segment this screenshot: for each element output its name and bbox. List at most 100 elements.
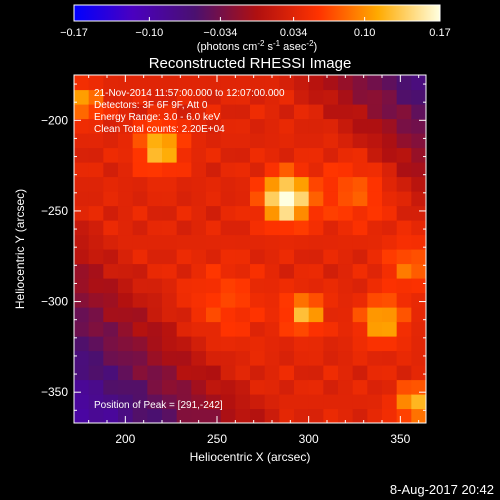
heatmap-cell [411, 234, 426, 250]
heatmap-cell [338, 321, 354, 337]
heatmap-cell [191, 350, 207, 366]
heatmap-cell [118, 408, 134, 423]
heatmap-cell [88, 220, 104, 236]
heatmap-cell [323, 220, 339, 236]
heatmap-cell [176, 75, 192, 91]
heatmap-cell [191, 133, 207, 149]
heatmap-cell [103, 263, 119, 279]
heatmap-cell [88, 89, 104, 105]
heatmap-cell [367, 104, 383, 120]
heatmap-cell [352, 278, 368, 294]
heatmap-cell [235, 263, 251, 279]
heatmap-cell [118, 379, 134, 395]
heatmap-cell [382, 321, 398, 337]
heatmap-cell [88, 278, 104, 294]
heatmap-cell [162, 292, 178, 308]
heatmap-cell [411, 263, 426, 279]
heatmap-cell [191, 292, 207, 308]
heatmap-cell [176, 191, 192, 207]
heatmap-cell [323, 408, 339, 423]
heatmap-cell [352, 234, 368, 250]
heatmap-cell [250, 379, 266, 395]
heatmap-cell [235, 307, 251, 323]
heatmap-cell [308, 408, 324, 423]
heatmap-cell [323, 307, 339, 323]
heatmap-cell [103, 75, 119, 91]
heatmap-cell [382, 162, 398, 178]
heatmap-cell [396, 278, 412, 294]
heatmap-cell [162, 408, 178, 423]
heatmap-cell [220, 118, 236, 134]
heatmap-cell [176, 220, 192, 236]
heatmap-cell [323, 234, 339, 250]
heatmap-cell [294, 104, 310, 120]
colorbar-tick-label: 0.10 [354, 27, 375, 39]
heatmap-cell [220, 278, 236, 294]
heatmap-cell [264, 292, 280, 308]
heatmap-cell [235, 205, 251, 221]
heatmap-cell [176, 133, 192, 149]
heatmap-cell [367, 133, 383, 149]
heatmap-cell [235, 147, 251, 163]
heatmap-cell [220, 379, 236, 395]
heatmap-cell [118, 365, 134, 381]
heatmap-cell [367, 307, 383, 323]
heatmap-cell [103, 104, 119, 120]
heatmap-cell [264, 191, 280, 207]
heatmap-cell [191, 176, 207, 192]
heatmap-cell [338, 379, 354, 395]
heatmap-cell [367, 394, 383, 410]
annotation-block: 21-Nov-2014 11:57:00.000 to 12:07:00.000… [94, 88, 285, 135]
heatmap-cell [279, 336, 295, 352]
heatmap-cell [132, 307, 148, 323]
heatmap-cell [352, 104, 368, 120]
heatmap-cell [411, 176, 426, 192]
heatmap-cell [382, 89, 398, 105]
heatmap-cell [279, 292, 295, 308]
x-tick-label: 300 [299, 432, 319, 446]
heatmap-cell [294, 205, 310, 221]
y-axis-ticks [74, 83, 426, 411]
heatmap-cell [191, 307, 207, 323]
heatmap-cell [396, 408, 412, 423]
heatmap-cell [264, 249, 280, 265]
heatmap-cell [176, 89, 192, 105]
heatmap-cell [74, 162, 90, 178]
heatmap-cell [250, 75, 266, 91]
heatmap-cell [264, 75, 280, 91]
heatmap-cell [74, 147, 90, 163]
heatmap-cell [206, 249, 222, 265]
heatmap-cell [396, 234, 412, 250]
heatmap-cell [279, 234, 295, 250]
heatmap-cell [338, 191, 354, 207]
chart-title: Reconstructed RHESSI Image [149, 55, 352, 72]
heatmap-cell [235, 89, 251, 105]
heatmap-cell [206, 350, 222, 366]
heatmap-cell [191, 147, 207, 163]
heatmap-cell [323, 205, 339, 221]
heatmap-cell [88, 133, 104, 149]
heatmap-cell [191, 394, 207, 410]
heatmap-cell [308, 307, 324, 323]
heatmap-cell [74, 89, 90, 105]
x-axis-ticks [88, 75, 420, 423]
heatmap-cell [191, 220, 207, 236]
heatmap-cell [279, 321, 295, 337]
heatmap-cell [118, 321, 134, 337]
heatmap-cell [382, 133, 398, 149]
heatmap-cell [250, 365, 266, 381]
heatmap-cell [264, 104, 280, 120]
heatmap-cell [250, 263, 266, 279]
heatmap-cell [176, 234, 192, 250]
heatmap-cell [162, 249, 178, 265]
heatmap-cell [338, 89, 354, 105]
heatmap-cell [308, 278, 324, 294]
heatmap-cell [367, 365, 383, 381]
heatmap-cell [264, 162, 280, 178]
heatmap-cell [367, 379, 383, 395]
heatmap-cell [396, 263, 412, 279]
heatmap-cell [206, 263, 222, 279]
heatmap-cell [323, 104, 339, 120]
heatmap-cell [294, 118, 310, 134]
heatmap-cell [250, 307, 266, 323]
